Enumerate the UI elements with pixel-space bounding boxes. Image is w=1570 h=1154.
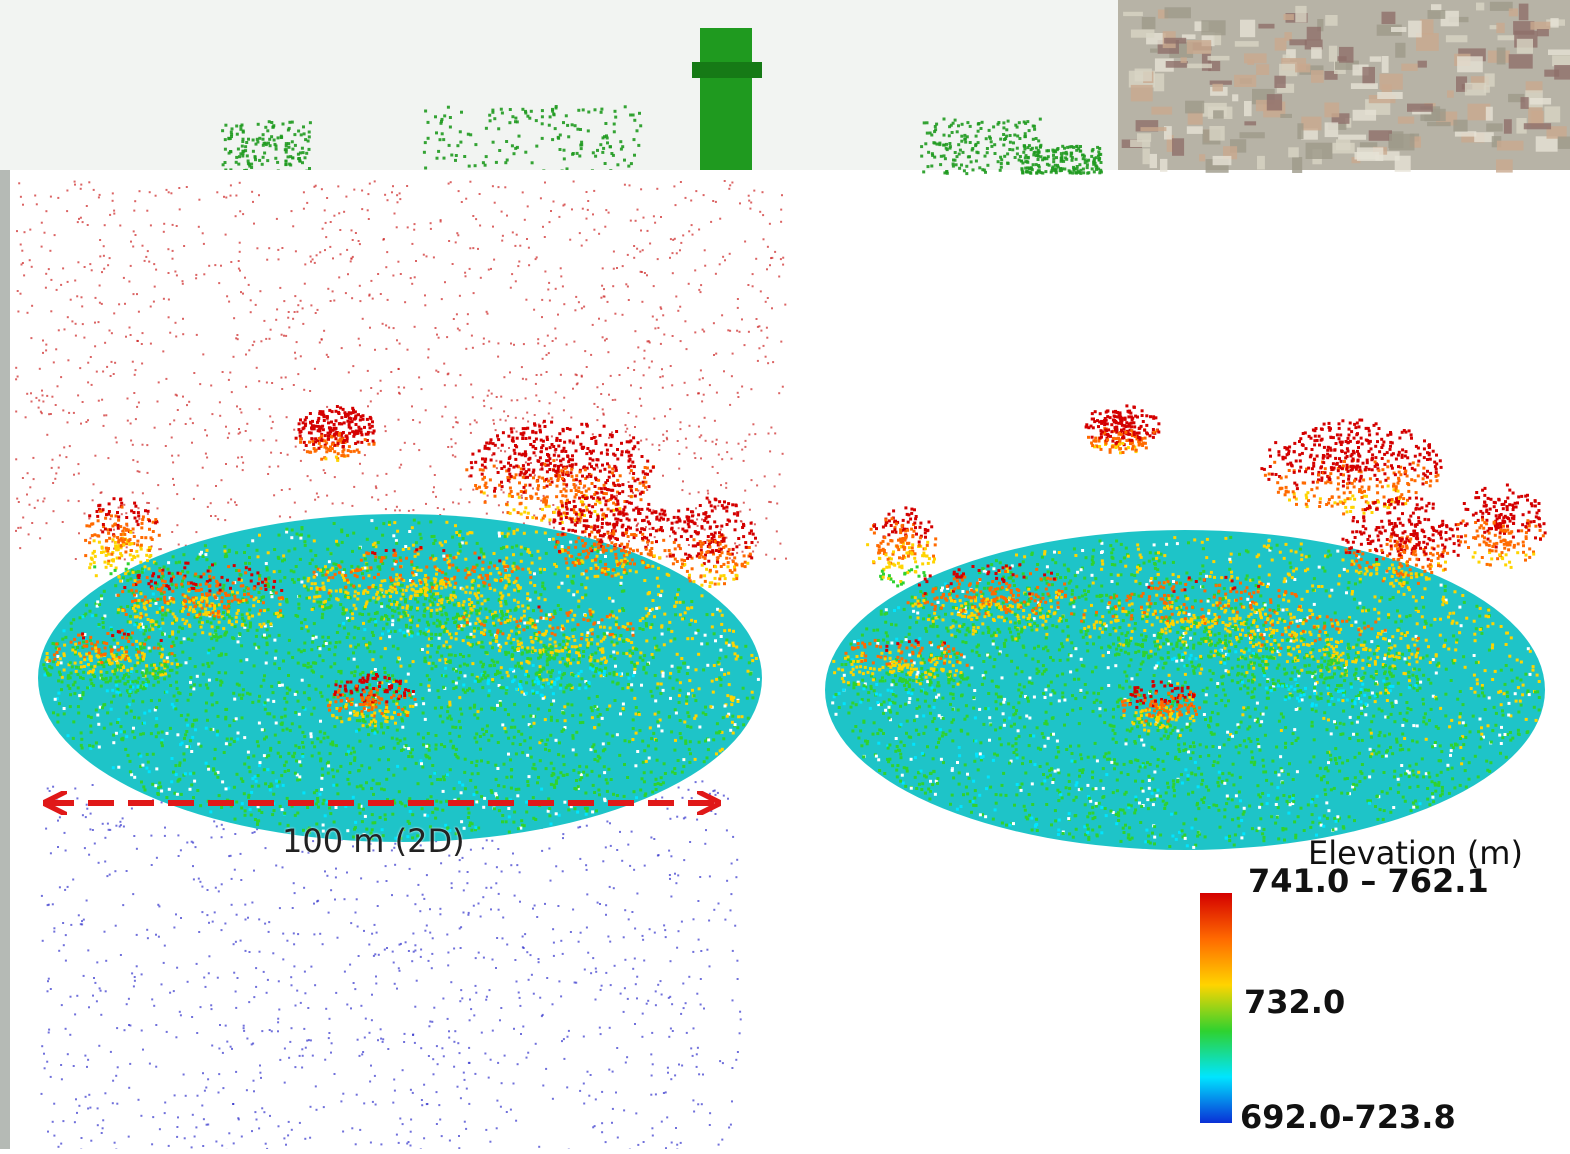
scale-bar-label: 100 m (2D) (282, 822, 465, 860)
legend-min-label: 692.0-723.8 (1240, 1098, 1456, 1136)
background-tower (700, 28, 752, 170)
legend-colorbar (1200, 893, 1232, 1123)
legend-mid-label: 732.0 (1244, 983, 1345, 1021)
background-tower-cap (692, 62, 762, 78)
legend-max-label: 741.0 – 762.1 (1248, 862, 1489, 900)
